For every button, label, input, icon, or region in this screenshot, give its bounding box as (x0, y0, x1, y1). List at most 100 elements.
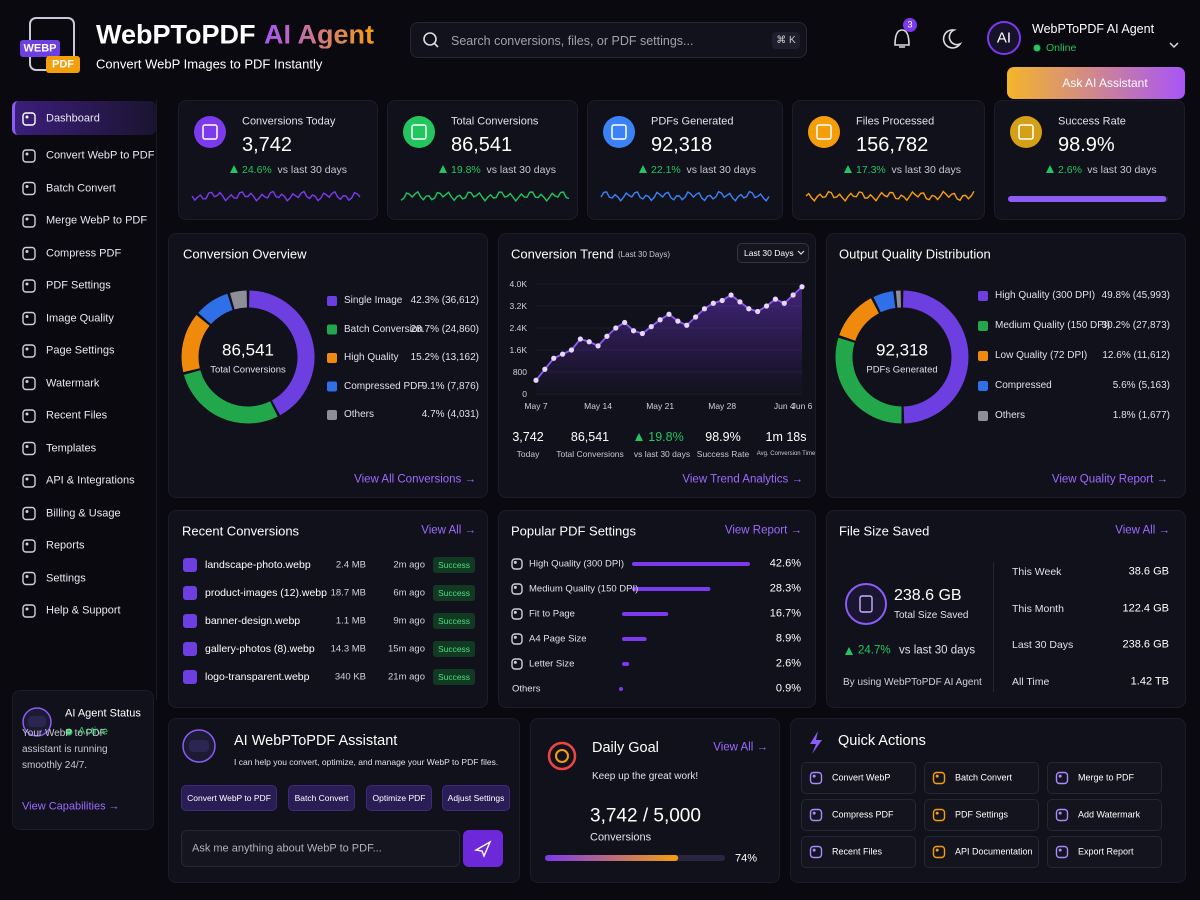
panel-link[interactable]: View Trend Analytics → (682, 473, 803, 486)
panel-link[interactable]: View Report → (724, 524, 802, 537)
icon (1055, 845, 1069, 859)
file-icon (183, 614, 197, 628)
quick-action-label[interactable]: Export Report (1078, 846, 1134, 857)
panel-link[interactable]: View Quality Report → (1051, 473, 1168, 486)
nav-item[interactable]: Dashboard (46, 112, 100, 125)
chip-label[interactable]: Optimize PDF (372, 792, 426, 803)
setting-bar (632, 562, 750, 566)
chat-input[interactable] (181, 830, 460, 867)
range-label[interactable]: Last 30 Days (744, 247, 794, 258)
quick-action-label[interactable]: Merge to PDF (1078, 772, 1135, 783)
quick-action[interactable] (801, 836, 916, 868)
panel-link[interactable]: View All → (713, 741, 768, 754)
chip-label[interactable]: Convert WebP to PDF (187, 792, 271, 803)
ask-ai-button[interactable] (1007, 67, 1185, 99)
quick-action-label[interactable]: Convert WebP (832, 772, 891, 783)
icon (25, 250, 29, 253)
quick-action[interactable] (1047, 762, 1162, 794)
setting-bar (632, 587, 711, 591)
nav-item[interactable]: Compress PDF (46, 247, 122, 259)
stat-icon-glyph (1018, 124, 1034, 140)
nav-item[interactable]: Help & Support (46, 604, 121, 617)
period-label: All Time (1012, 675, 1050, 688)
up-arrow (845, 647, 853, 655)
quick-action[interactable] (1047, 799, 1162, 831)
line-point (790, 292, 796, 298)
legend-value: 5.6% (5,163) (1112, 380, 1170, 391)
chip-label[interactable]: Batch Convert (294, 792, 349, 803)
legend-label: Others (344, 409, 375, 420)
search-box[interactable] (410, 22, 807, 58)
line-point (719, 297, 725, 304)
file-name: landscape-photo.webp (205, 558, 311, 571)
range-select[interactable] (737, 243, 809, 263)
setting-value: 2.6% (775, 657, 801, 670)
stat-icon-glyph (611, 124, 627, 140)
quick-action[interactable] (924, 836, 1039, 868)
legend-label: High Quality (344, 352, 399, 363)
quick-action-label[interactable]: Batch Convert (955, 772, 1013, 783)
user-name: WebPToPDF AI Agent (1032, 21, 1155, 36)
icon (25, 380, 29, 383)
chip[interactable] (288, 785, 355, 811)
quick-action[interactable] (924, 799, 1039, 831)
stat-label: Success Rate (1058, 115, 1126, 128)
line-point (701, 306, 708, 312)
nav-item[interactable]: Templates (46, 442, 97, 454)
quick-action-label[interactable]: Compress PDF (832, 809, 894, 820)
nav-item[interactable]: Convert WebP to PDF (46, 149, 155, 162)
quick-action[interactable] (801, 799, 916, 831)
file-icon (183, 558, 197, 572)
period-value: 38.6 GB (1128, 565, 1169, 578)
chip[interactable] (442, 785, 510, 811)
quick-action[interactable] (1047, 836, 1162, 868)
nav-item[interactable]: Billing & Usage (46, 507, 121, 519)
file-time: 15m ago (388, 643, 425, 655)
chip[interactable] (181, 785, 277, 811)
stat-note: vs last 30 days (486, 163, 556, 176)
icon (25, 152, 29, 156)
icon (22, 214, 36, 228)
panel-link[interactable]: View All → (421, 524, 476, 537)
bolt-icon (810, 731, 822, 754)
nav-item[interactable]: API & Integrations (46, 474, 135, 487)
legend-value: 49.8% (45,993) (1101, 290, 1170, 301)
file-size: 1.1 MB (335, 615, 366, 627)
nav-item[interactable]: Watermark (46, 377, 100, 389)
status-link[interactable]: View Capabilities → (22, 800, 120, 813)
ask-ai-label[interactable]: Ask AI Assistant (1062, 76, 1148, 90)
nav-item[interactable]: Merge WebP to PDF (46, 214, 148, 227)
icon (935, 774, 939, 778)
y-tick-label: 3.2K (509, 300, 528, 311)
status-label: Success (437, 643, 471, 654)
icon (22, 604, 36, 618)
nav-item[interactable]: Batch Convert (46, 182, 116, 194)
nav-item[interactable]: Image Quality (46, 312, 114, 324)
nav-item[interactable]: Recent Files (46, 409, 108, 422)
file-icon (183, 670, 197, 684)
chip[interactable] (366, 785, 432, 811)
stat-icon (194, 116, 226, 148)
logo-pdf-tag (46, 56, 80, 73)
panel-link[interactable]: View All Conversions → (354, 473, 476, 486)
nav-item[interactable]: PDF Settings (46, 279, 111, 292)
quick-action-label[interactable]: API Documentation (955, 846, 1033, 857)
nav-item[interactable]: Settings (46, 572, 86, 584)
quick-action[interactable] (801, 762, 916, 794)
quick-action[interactable] (924, 762, 1039, 794)
setting-value: 16.7% (769, 607, 801, 620)
summary-label: vs last 30 days (633, 448, 691, 459)
quick-action-label[interactable]: PDF Settings (955, 809, 1009, 820)
nav-item[interactable]: Reports (46, 539, 85, 552)
quick-action-label[interactable]: Recent Files (832, 846, 883, 857)
quick-action-label[interactable]: Add Watermark (1078, 809, 1141, 820)
chip-label[interactable]: Adjust Settings (447, 792, 505, 803)
notification-badge (903, 18, 917, 32)
period-value: 238.6 GB (1122, 638, 1169, 651)
icon (935, 811, 939, 815)
nav-item[interactable]: Page Settings (46, 344, 115, 357)
panel-link[interactable]: View All → (1115, 524, 1170, 537)
stat-label: Conversions Today (242, 115, 336, 128)
send-button[interactable] (463, 830, 503, 867)
panel-subtitle: (Last 30 Days) (618, 250, 671, 259)
